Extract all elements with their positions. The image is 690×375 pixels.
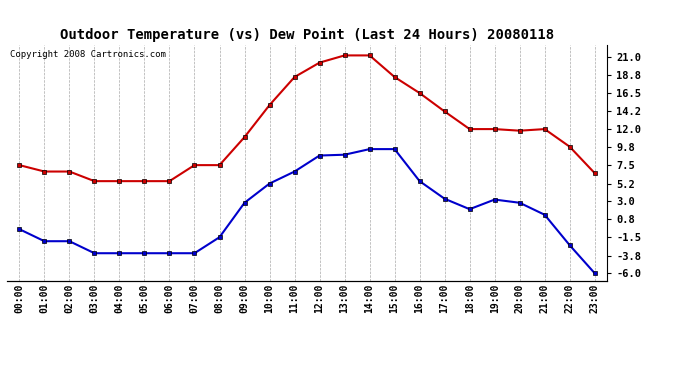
Title: Outdoor Temperature (vs) Dew Point (Last 24 Hours) 20080118: Outdoor Temperature (vs) Dew Point (Last… bbox=[60, 28, 554, 42]
Text: Copyright 2008 Cartronics.com: Copyright 2008 Cartronics.com bbox=[10, 50, 166, 59]
